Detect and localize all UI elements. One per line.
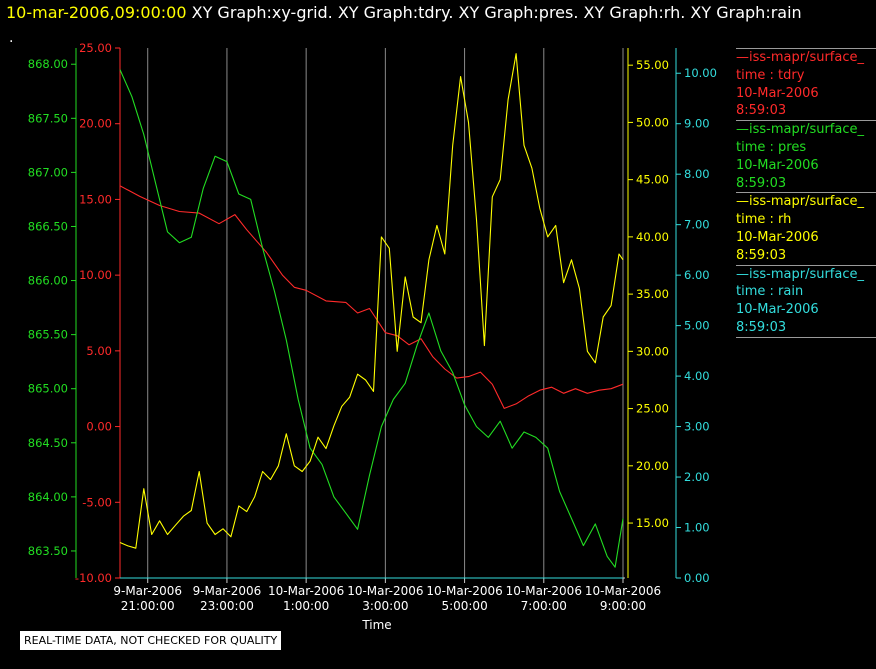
legend-date: 10-Mar-2006: [736, 85, 819, 101]
rain-tick-label: 6.00: [684, 268, 710, 282]
x-tick-label-date: 9-Mar-2006: [193, 584, 262, 598]
pres-tick-label: 866.00: [28, 274, 68, 288]
x-axis-title: Time: [361, 618, 391, 632]
series-line-rh: [119, 53, 624, 549]
x-tick-label-time: 21:00:00: [121, 599, 175, 613]
rh-tick-label: 20.00: [636, 459, 669, 473]
rh-tick-label: 45.00: [636, 173, 669, 187]
x-tick-label-time: 3:00:00: [362, 599, 408, 613]
legend-entry-tdry: —iss-mapr/surface_ time : tdry 10-Mar-20…: [736, 48, 876, 120]
pres-tick-label: 867.50: [28, 111, 68, 125]
rain-tick-label: 0.00: [684, 571, 710, 585]
legend-var: time : tdry: [736, 67, 805, 83]
rh-tick-label: 40.00: [636, 230, 669, 244]
rain-tick-label: 9.00: [684, 117, 710, 131]
legend-time: 8:59:03: [736, 319, 787, 335]
rain-tick-label: 10.00: [684, 66, 717, 80]
rh-tick-label: 30.00: [636, 344, 669, 358]
legend-time: 8:59:03: [736, 247, 787, 263]
tdry-tick-label: 10.00: [79, 268, 112, 282]
tdry-tick-label: 5.00: [86, 344, 112, 358]
legend-entry-rain: —iss-mapr/surface_ time : rain 10-Mar-20…: [736, 264, 876, 338]
pres-tick-label: 864.50: [28, 436, 68, 450]
rh-tick-label: 25.00: [636, 402, 669, 416]
legend-entry-pres: —iss-mapr/surface_ time : pres 10-Mar-20…: [736, 120, 876, 192]
x-tick-label-date: 10-Mar-2006: [506, 584, 582, 598]
header-dot: .: [9, 30, 14, 46]
series-line-pres: [119, 69, 624, 568]
rh-tick-label: 50.00: [636, 115, 669, 129]
x-tick-label-date: 10-Mar-2006: [347, 584, 423, 598]
pres-tick-label: 863.50: [28, 544, 68, 558]
legend-date: 10-Mar-2006: [736, 229, 819, 245]
rain-tick-label: 3.00: [684, 420, 710, 434]
legend-var: time : pres: [736, 139, 807, 155]
legend-title: —iss-mapr/surface_: [736, 50, 865, 65]
chart-header: 10-mar-2006,09:00:00 XY Graph:xy-grid. X…: [6, 3, 802, 22]
pres-tick-label: 866.50: [28, 219, 68, 233]
x-tick-label-time: 23:00:00: [200, 599, 254, 613]
rain-tick-label: 4.00: [684, 369, 710, 383]
x-tick-label-date: 9-Mar-2006: [113, 584, 182, 598]
tdry-tick-label: 20.00: [79, 117, 112, 131]
rh-tick-label: 15.00: [636, 516, 669, 530]
rain-tick-label: 7.00: [684, 218, 710, 232]
rain-tick-label: 8.00: [684, 167, 710, 181]
x-tick-label-time: 5:00:00: [441, 599, 487, 613]
legend-time: 8:59:03: [736, 175, 787, 191]
series-line-tdry: [119, 185, 624, 409]
x-tick-label-date: 10-Mar-2006: [585, 584, 661, 598]
x-tick-label-time: 7:00:00: [521, 599, 567, 613]
rh-tick-label: 55.00: [636, 58, 669, 72]
legend-title: —iss-mapr/surface_: [736, 122, 865, 138]
pres-tick-label: 867.00: [28, 165, 68, 179]
tdry-tick-label: 15.00: [79, 192, 112, 206]
pres-tick-label: 868.00: [28, 57, 68, 71]
legend-var: time : rain: [736, 284, 804, 300]
pres-tick-label: 865.00: [28, 382, 68, 396]
x-tick-label-date: 10-Mar-2006: [426, 584, 502, 598]
rh-tick-label: 35.00: [636, 287, 669, 301]
legend-entry-rh: —iss-mapr/surface_ time : rh 10-Mar-2006…: [736, 192, 876, 264]
tdry-tick-label: -5.00: [82, 495, 112, 509]
tdry-tick-label: -10.00: [75, 571, 112, 585]
header-date: 10-mar-2006,09:00:00: [6, 3, 187, 22]
rain-tick-label: 5.00: [684, 319, 710, 333]
pres-tick-label: 865.50: [28, 328, 68, 342]
legend-title: —iss-mapr/surface_: [736, 266, 865, 282]
legend-time: 8:59:03: [736, 103, 787, 119]
x-tick-label-time: 9:00:00: [600, 599, 646, 613]
tdry-tick-label: 25.00: [79, 41, 112, 55]
pres-tick-label: 864.00: [28, 490, 68, 504]
rain-tick-label: 1.00: [684, 521, 710, 535]
legend-var: time : rh: [736, 212, 792, 228]
rain-tick-label: 2.00: [684, 470, 710, 484]
x-tick-label-date: 10-Mar-2006: [268, 584, 344, 598]
legend-date: 10-Mar-2006: [736, 157, 819, 173]
legend: —iss-mapr/surface_ time : tdry 10-Mar-20…: [736, 48, 876, 338]
header-graph-titles: XY Graph:xy-grid. XY Graph:tdry. XY Grap…: [191, 3, 802, 22]
x-tick-label-time: 1:00:00: [283, 599, 329, 613]
quality-disclaimer: REAL-TIME DATA, NOT CHECKED FOR QUALITY: [20, 631, 282, 650]
legend-title: —iss-mapr/surface_: [736, 194, 865, 210]
tdry-tick-label: 0.00: [86, 420, 112, 434]
legend-date: 10-Mar-2006: [736, 302, 819, 318]
